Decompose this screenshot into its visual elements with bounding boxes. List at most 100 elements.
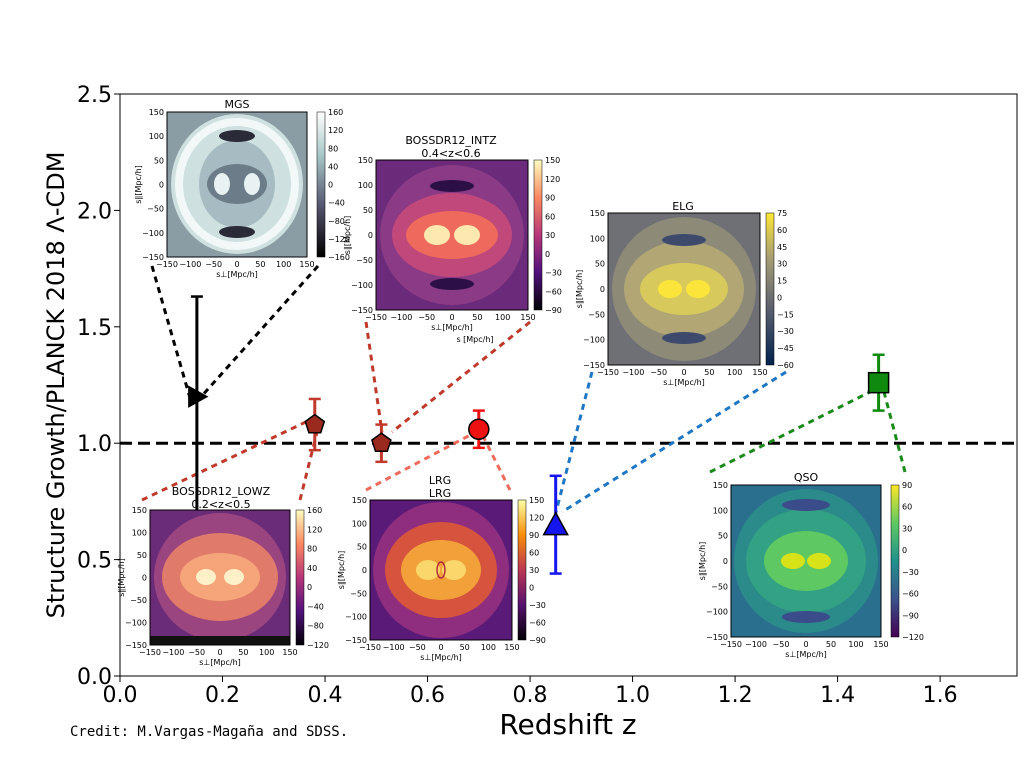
inset-mgs-xlabel: s⊥[Mpc/h] xyxy=(216,270,258,279)
inset-lrg: LRG LRG xyxy=(369,474,527,641)
inset-lrg-colorbar-tick: 120 xyxy=(529,514,544,523)
inset-mgs-colorbar-tick: 0 xyxy=(328,181,333,190)
inset-qso-colorbar-tick: −60 xyxy=(902,590,919,599)
qso-connector-right xyxy=(882,391,907,473)
inset-lrg-colorbar-tick: 90 xyxy=(529,531,539,540)
inset-lrg-xtick: 150 xyxy=(504,643,519,652)
inset-lowz-colorbar-tick: 0 xyxy=(307,583,312,592)
inset-elg-ytick: −50 xyxy=(588,310,605,319)
x-axis-label: Redshift z xyxy=(499,708,636,741)
inset-mgs-title: MGS xyxy=(225,98,250,111)
inset-elg-colorbar-tick: 30 xyxy=(777,260,787,269)
inset-intz-colorbar-tick: 120 xyxy=(545,175,560,184)
inset-elg: ELG xyxy=(607,200,775,366)
inset-lowz-xtick: 50 xyxy=(238,648,248,657)
inset-mgs-xtick: −100 xyxy=(179,260,201,269)
inset-intz-colorbar-tick: −90 xyxy=(545,306,562,315)
inset-mgs-xtick: 150 xyxy=(299,260,314,269)
inset-mgs-map xyxy=(166,111,308,258)
inset-lowz-ytick: 0 xyxy=(142,574,147,583)
inset-mgs-colorbar-tick: −40 xyxy=(328,199,345,208)
inset-elg-ytick: 0 xyxy=(600,285,605,294)
inset-mgs-ytick: 150 xyxy=(149,108,164,117)
inset-mgs-ytick: 0 xyxy=(159,181,164,190)
inset-lowz: BOSSDR12_LOWZ 0.2<z<0.5 xyxy=(149,485,305,646)
intz-connector-left xyxy=(364,321,384,433)
inset-lowz-colorbar-tick: 120 xyxy=(307,525,322,534)
inset-elg-colorbar-tick: −45 xyxy=(777,344,794,353)
inset-qso-xtick: 0 xyxy=(803,640,808,649)
elg-connector-right xyxy=(561,370,787,514)
inset-lrg-ytick: 0 xyxy=(362,566,367,575)
inset-elg-colorbar-tick: −15 xyxy=(777,310,794,319)
inset-lowz-xtick: −150 xyxy=(139,648,161,657)
inset-intz-xlabel2: s [Mpc/h] xyxy=(456,335,493,344)
inset-lrg-colorbar-tick: 60 xyxy=(529,549,539,558)
inset-lowz-colorbar-tick: 40 xyxy=(307,564,317,573)
inset-mgs-ytick: −100 xyxy=(142,229,164,238)
inset-lrg-xtick: −150 xyxy=(359,643,381,652)
inset-elg-ytick: 50 xyxy=(595,260,605,269)
inset-elg-map xyxy=(607,212,761,366)
inset-mgs-ytick: −50 xyxy=(147,205,164,214)
inset-intz-colorbar-tick: 30 xyxy=(545,231,555,240)
x-tick-label: 1.0 xyxy=(615,683,650,708)
inset-lrg-ytick: −150 xyxy=(345,636,367,645)
inset-intz-colorbar-tick: 90 xyxy=(545,194,555,203)
inset-lrg-xtick: 50 xyxy=(460,643,470,652)
inset-lowz-colorbar xyxy=(295,509,305,646)
inset-qso-colorbar-tick: 90 xyxy=(902,481,912,490)
x-tick-label: 1.2 xyxy=(718,683,753,708)
inset-lowz-ytick: 50 xyxy=(137,551,147,560)
inset-intz-xtick: 0 xyxy=(449,313,454,322)
lowz-connector-left xyxy=(141,418,311,502)
inset-mgs-colorbar-tick: 120 xyxy=(328,126,343,135)
inset-lowz-colorbar-tick: 160 xyxy=(307,506,322,515)
inset-lrg-colorbar-tick: −30 xyxy=(529,601,546,610)
x-tick-label: 0.2 xyxy=(205,683,240,708)
inset-intz-colorbar-tick: 0 xyxy=(545,250,550,259)
inset-lrg-ytick: 50 xyxy=(357,543,367,552)
inset-lrg-map xyxy=(369,499,513,641)
inset-lowz-xlabel: s⊥[Mpc/h] xyxy=(199,658,241,667)
inset-mgs: MGS xyxy=(166,98,326,258)
inset-elg-ytick: 150 xyxy=(590,209,605,218)
y-tick-label: 0.0 xyxy=(77,665,112,690)
inset-intz-subtitle: 0.4<z<0.6 xyxy=(421,147,480,160)
inset-qso: QSO xyxy=(730,471,900,638)
inset-lrg-xtick: −100 xyxy=(383,643,405,652)
inset-intz-colorbar-tick: −60 xyxy=(545,287,562,296)
inset-qso-colorbar-tick: 30 xyxy=(902,524,912,533)
inset-qso-colorbar-tick: −90 xyxy=(902,611,919,620)
inset-mgs-ylabel: s∥[Mpc/h] xyxy=(134,165,143,204)
inset-lowz-ylabel: s∥[Mpc/h] xyxy=(117,558,126,597)
inset-qso-colorbar xyxy=(890,484,900,638)
inset-lowz-ytick: −150 xyxy=(125,641,147,650)
inset-qso-xtick: 150 xyxy=(873,640,888,649)
inset-elg-colorbar-tick: 60 xyxy=(777,226,787,235)
inset-intz-ytick: −50 xyxy=(356,256,373,265)
inset-qso-xtick: 50 xyxy=(826,640,836,649)
inset-qso-ytick: 50 xyxy=(718,532,728,541)
inset-elg-ytick: −100 xyxy=(583,336,605,345)
inset-lrg-colorbar-tick: 150 xyxy=(529,496,544,505)
inset-intz-ylabel: s∥[Mpc/h] xyxy=(343,216,352,255)
inset-mgs-colorbar xyxy=(316,111,326,258)
inset-mgs-ytick: −150 xyxy=(142,253,164,262)
lrg-connector-left xyxy=(365,430,477,492)
y-tick-label: 2.5 xyxy=(77,83,112,108)
inset-lowz-colorbar-tick: 80 xyxy=(307,545,317,554)
y-tick-label: 2.0 xyxy=(77,199,112,224)
inset-lrg-ytick: −100 xyxy=(345,613,367,622)
inset-lrg-colorbar-tick: 0 xyxy=(529,584,534,593)
inset-mgs-colorbar-tick: −160 xyxy=(328,253,350,262)
inset-elg-colorbar-tick: 45 xyxy=(777,243,787,252)
inset-elg-xtick: 150 xyxy=(752,368,767,377)
inset-lowz-colorbar-tick: −120 xyxy=(307,641,329,650)
inset-intz-colorbar-tick: 60 xyxy=(545,212,555,221)
x-tick-label: 1.6 xyxy=(923,683,958,708)
bossdr12_intz-marker xyxy=(371,432,392,453)
inset-qso-xtick: −150 xyxy=(720,640,742,649)
